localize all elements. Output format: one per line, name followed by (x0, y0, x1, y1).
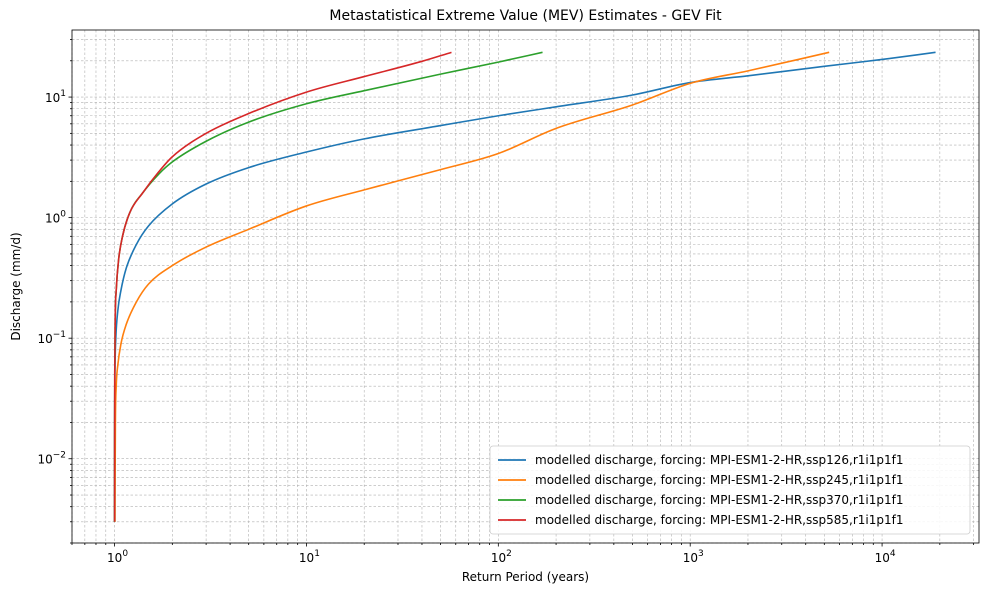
chart-title: Metastatistical Extreme Value (MEV) Esti… (329, 8, 722, 24)
x-tick-label-base: 10 (875, 551, 890, 565)
y-tick-label-exponent: −2 (53, 451, 66, 461)
legend-label-4: modelled discharge, forcing: MPI-ESM1-2-… (535, 513, 903, 527)
x-tick-label-exponent: 2 (506, 549, 512, 559)
y-tick-label-exponent: 1 (60, 89, 66, 99)
legend-label-1: modelled discharge, forcing: MPI-ESM1-2-… (535, 453, 903, 467)
y-tick-label-exponent: 0 (60, 210, 66, 220)
x-axis-label: Return Period (years) (462, 570, 589, 584)
x-tick-label: 103 (683, 549, 704, 565)
y-tick-label-base: 10 (45, 91, 60, 105)
x-tick-label-base: 10 (299, 551, 314, 565)
legend-box (489, 445, 971, 535)
series-line-4 (113, 51, 452, 522)
y-tick-label: 10−2 (37, 451, 66, 467)
x-tick-label: 101 (299, 549, 320, 565)
y-tick-label-base: 10 (45, 212, 60, 226)
y-axis-label: Discharge (mm/d) (9, 232, 23, 340)
x-tick-label-base: 10 (683, 551, 698, 565)
y-tick-label: 101 (45, 89, 66, 105)
plot-frame (71, 29, 980, 544)
legend-label-3: modelled discharge, forcing: MPI-ESM1-2-… (535, 493, 903, 507)
x-tick-label-base: 10 (107, 551, 122, 565)
y-tick-label-exponent: −1 (53, 330, 66, 340)
x-tick-label-exponent: 0 (122, 549, 128, 559)
legend-label-2: modelled discharge, forcing: MPI-ESM1-2-… (535, 473, 903, 487)
y-tick-label-base: 10 (37, 332, 52, 346)
x-tick-label-exponent: 4 (890, 549, 896, 559)
x-tick-label: 100 (107, 549, 128, 565)
x-tick-label-exponent: 3 (698, 549, 704, 559)
series-line-2 (114, 51, 830, 522)
y-tick-label: 10−1 (37, 330, 66, 346)
x-tick-label-base: 10 (491, 551, 506, 565)
x-tick-label: 104 (875, 549, 896, 565)
legend: modelled discharge, forcing: MPI-ESM1-2-… (489, 445, 971, 535)
y-tick-label: 100 (45, 210, 66, 226)
x-tick-label: 102 (491, 549, 512, 565)
x-tick-label-exponent: 1 (314, 549, 320, 559)
series-lines (113, 51, 936, 522)
y-tick-label-base: 10 (37, 453, 52, 467)
